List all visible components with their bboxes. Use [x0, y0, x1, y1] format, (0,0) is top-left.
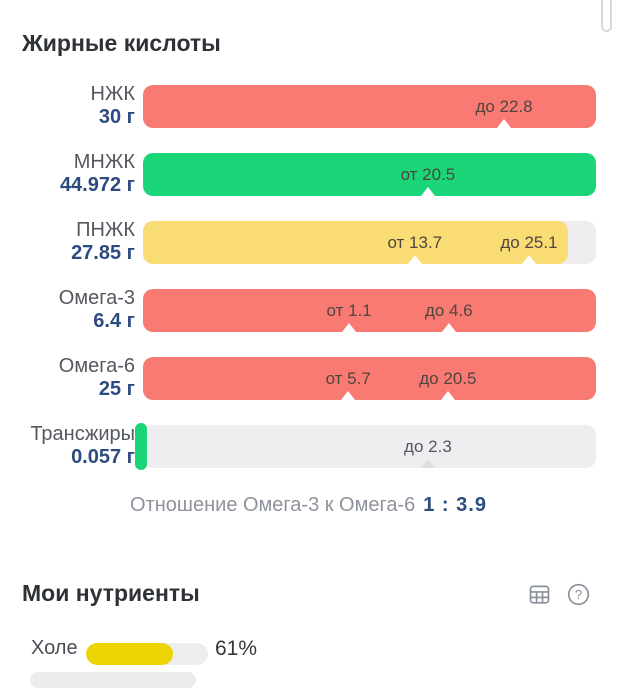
nutrient-name: НЖК: [90, 83, 135, 105]
my-nutrients-section-title: Мои нутриенты: [22, 580, 200, 606]
nzhk-bar: до 22.8: [143, 85, 596, 128]
threshold-notch: [342, 323, 357, 332]
nutrient-label-block: Омега-6 25 г: [0, 355, 135, 401]
nutrient-name: Омега-6: [58, 355, 135, 377]
nutrient-name: МНЖК: [73, 151, 135, 173]
fatty-acid-row-mnzhk: МНЖК 44.972 г от 20.5: [0, 151, 617, 197]
threshold-label: от 5.7: [325, 368, 371, 388]
threshold-label: от 1.1: [326, 300, 372, 320]
fatty-acids-section-title: Жирные кислоты: [22, 30, 221, 56]
threshold-notch: [420, 187, 435, 196]
nutrient-label-block: НЖК 30 г: [0, 83, 135, 129]
pnzhk-bar: от 13.7 до 25.1: [143, 221, 596, 264]
threshold-label: до 4.6: [424, 300, 473, 320]
pnzhk-bar-fill: [143, 221, 568, 264]
my-nutrients-header-icons: ?: [527, 582, 591, 607]
nutrient-label-block: Омега-3 6.4 г: [0, 287, 135, 333]
transfats-bar-fill: [135, 423, 147, 470]
threshold-notch: [440, 391, 455, 400]
nutrient-row-label: Холе: [31, 637, 78, 659]
nutrient-amount: 25 г: [98, 378, 135, 400]
threshold-notch: [497, 119, 512, 128]
help-icon[interactable]: ?: [566, 582, 591, 607]
nutrient-label-block: ПНЖК 27.85 г: [0, 219, 135, 265]
fatty-acid-row-nzhk: НЖК 30 г до 22.8: [0, 83, 617, 129]
nutrient-name: Омега-3: [58, 287, 135, 309]
omega-ratio-value: 1 : 3.9: [423, 494, 487, 516]
nutrient-name: ПНЖК: [76, 219, 135, 241]
omega-ratio-line: Отношение Омега-3 к Омега-6 1 : 3.9: [0, 492, 617, 518]
threshold-notch: [420, 459, 435, 468]
nutrient-amount: 44.972 г: [59, 174, 135, 196]
fatty-acid-row-omega6: Омега-6 25 г от 5.7 до 20.5: [0, 355, 617, 401]
svg-text:?: ?: [575, 587, 582, 602]
threshold-label: до 2.3: [404, 436, 452, 456]
nutrient-amount: 6.4 г: [93, 310, 135, 332]
omega-ratio-label: Отношение Омега-3 к Омега-6: [130, 494, 416, 516]
fatty-acid-row-transfats: Трансжиры 0.057 г до 2.3: [0, 423, 617, 470]
omega6-bar: от 5.7 до 20.5: [143, 357, 596, 400]
threshold-label: до 25.1: [500, 232, 558, 252]
threshold-notch: [341, 391, 356, 400]
next-row-partial-bar: [30, 672, 196, 688]
nutrient-amount: 0.057 г: [71, 446, 135, 468]
nutrient-name: Трансжиры: [30, 423, 135, 445]
nutrient-label-block: МНЖК 44.972 г: [0, 151, 135, 197]
scrollbar-thumb[interactable]: [601, 0, 612, 32]
threshold-notch: [441, 323, 456, 332]
nutrient-progress-fill: [86, 643, 173, 665]
mnzhk-bar: от 20.5: [143, 153, 596, 196]
nutrient-amount: 27.85 г: [71, 242, 135, 264]
threshold-label: от 13.7: [387, 232, 443, 252]
fatty-acid-row-omega3: Омега-3 6.4 г от 1.1 до 4.6: [0, 287, 617, 333]
transfats-bar: до 2.3: [135, 423, 596, 470]
threshold-notch: [407, 255, 422, 264]
fatty-acid-row-pnzhk: ПНЖК 27.85 г от 13.7 до 25.1: [0, 219, 617, 265]
nutrient-amount: 30 г: [98, 106, 135, 128]
nutrient-label-block: Трансжиры 0.057 г: [0, 423, 135, 469]
omega3-bar: от 1.1 до 4.6: [143, 289, 596, 332]
table-icon[interactable]: [527, 582, 552, 607]
nutrient-percent: 61%: [215, 637, 258, 660]
nutrient-progress-row[interactable]: Холе 61%: [0, 636, 617, 666]
threshold-label: до 20.5: [419, 368, 477, 388]
threshold-label: до 22.8: [475, 96, 533, 116]
nutrient-progress-track: [86, 643, 208, 665]
threshold-label: от 20.5: [400, 164, 456, 184]
threshold-notch: [521, 255, 536, 264]
